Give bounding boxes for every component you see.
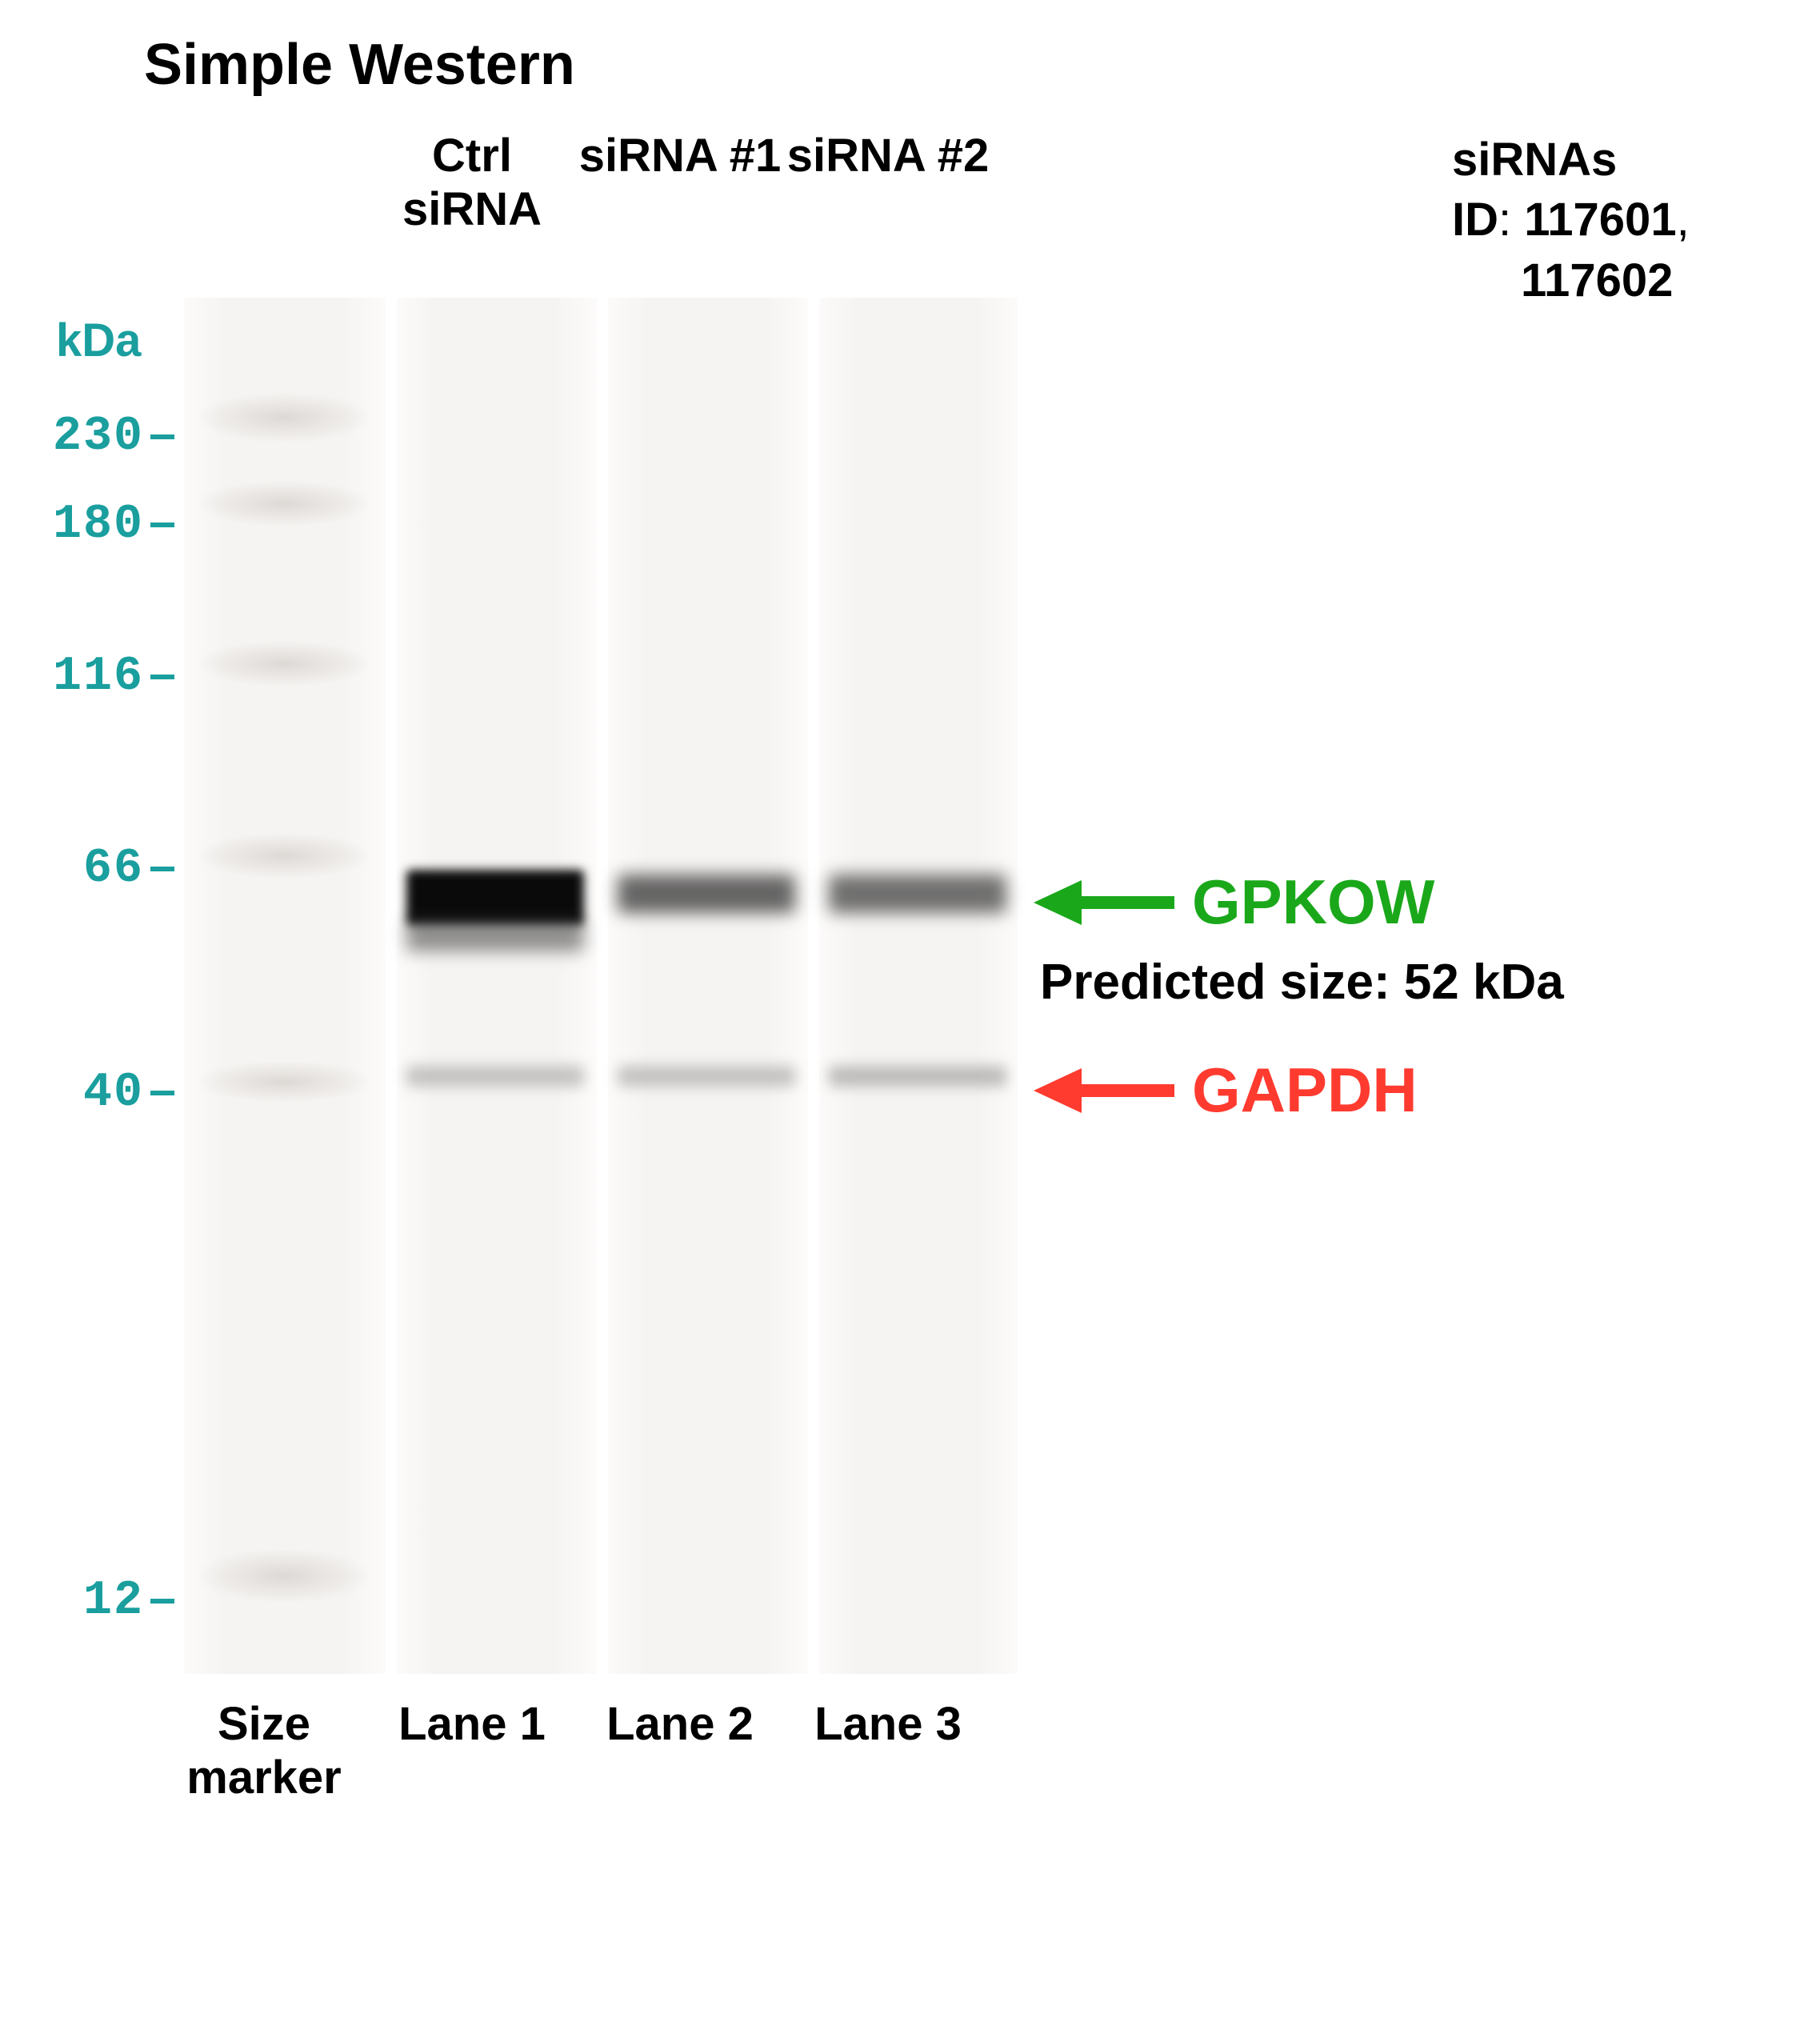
sirna-id1: 117601 — [1524, 194, 1676, 246]
lane-gap — [597, 298, 608, 1674]
kda-tick: 66 — [40, 842, 174, 896]
arrow-gpkow-label: GPKOW — [1192, 866, 1434, 939]
kda-tick-dash — [150, 434, 174, 439]
ladder-band — [200, 394, 368, 442]
kda-tick-dash — [150, 1091, 174, 1095]
lane-gap — [386, 298, 397, 1674]
lane-header-0 — [160, 130, 368, 236]
arrow-gapdh: GAPDH — [1032, 1054, 1418, 1127]
arrow-gpkow-icon — [1032, 871, 1176, 935]
kda-tick-value: 40 — [40, 1066, 144, 1120]
gpkow-band — [829, 875, 1006, 913]
gel-lane — [395, 298, 595, 1674]
kda-tick: 116 — [40, 650, 174, 704]
lane-header-3: siRNA #2 — [784, 130, 992, 236]
gpkow-band — [406, 919, 584, 951]
bottom-labels: Size marker Lane 1 Lane 2 Lane 3 — [160, 1698, 992, 1804]
kda-tick-dash — [150, 523, 174, 527]
gapdh-band — [406, 1066, 584, 1087]
kda-tick-value: 12 — [40, 1574, 144, 1628]
gpkow-band — [406, 870, 584, 926]
kda-tick-dash — [150, 675, 174, 679]
sirna-id-label: ID — [1452, 194, 1498, 246]
bottom-label-0: Size marker — [160, 1698, 368, 1804]
ladder-band — [200, 482, 368, 526]
sirna-label: siRNAs — [1452, 134, 1617, 186]
gapdh-band — [618, 1066, 795, 1087]
lane-gap — [808, 298, 819, 1674]
bottom-label-2: Lane 2 — [576, 1698, 784, 1804]
sirna-info: siRNAs ID: 117601, 117602 — [1452, 130, 1788, 310]
lane-header-2: siRNA #1 — [576, 130, 784, 236]
arrow-gpkow: GPKOW — [1032, 866, 1434, 939]
kda-tick: 40 — [40, 1066, 174, 1120]
ladder-band — [200, 834, 368, 878]
lane-header-1: Ctrl siRNA — [368, 130, 576, 236]
predicted-size: Predicted size: 52 kDa — [1040, 954, 1564, 1011]
gel — [184, 298, 1016, 1674]
kda-tick: 230 — [40, 410, 174, 464]
bottom-label-3: Lane 3 — [784, 1698, 992, 1804]
figure-container: Simple Western Ctrl siRNA siRNA #1 siRNA… — [32, 32, 1788, 1890]
kda-unit: kDa — [56, 314, 141, 367]
ladder-band — [200, 642, 368, 686]
kda-tick-dash — [150, 1599, 174, 1604]
figure-title: Simple Western — [144, 32, 1788, 98]
sirna-id2: 117602 — [1521, 254, 1673, 306]
kda-tick: 180 — [40, 498, 174, 552]
kda-tick-value: 116 — [40, 650, 144, 704]
kda-tick-value: 66 — [40, 842, 144, 896]
arrow-gapdh-icon — [1032, 1059, 1176, 1123]
kda-tick-dash — [150, 867, 174, 871]
gel-lane — [818, 298, 1018, 1674]
ladder-band — [200, 1550, 368, 1602]
gel-lane — [606, 298, 806, 1674]
bottom-label-1: Lane 1 — [368, 1698, 576, 1804]
ladder-band — [200, 1062, 368, 1102]
lane-headers: Ctrl siRNA siRNA #1 siRNA #2 — [160, 130, 992, 236]
gapdh-band — [829, 1066, 1006, 1087]
gel-lane — [184, 298, 384, 1674]
gpkow-band — [618, 875, 795, 913]
kda-tick: 12 — [40, 1574, 174, 1628]
blot-area: Ctrl siRNA siRNA #1 siRNA #2 siRNAs ID: … — [32, 130, 1788, 1890]
arrow-gapdh-label: GAPDH — [1192, 1054, 1418, 1127]
kda-tick-value: 180 — [40, 498, 144, 552]
kda-tick-value: 230 — [40, 410, 144, 464]
